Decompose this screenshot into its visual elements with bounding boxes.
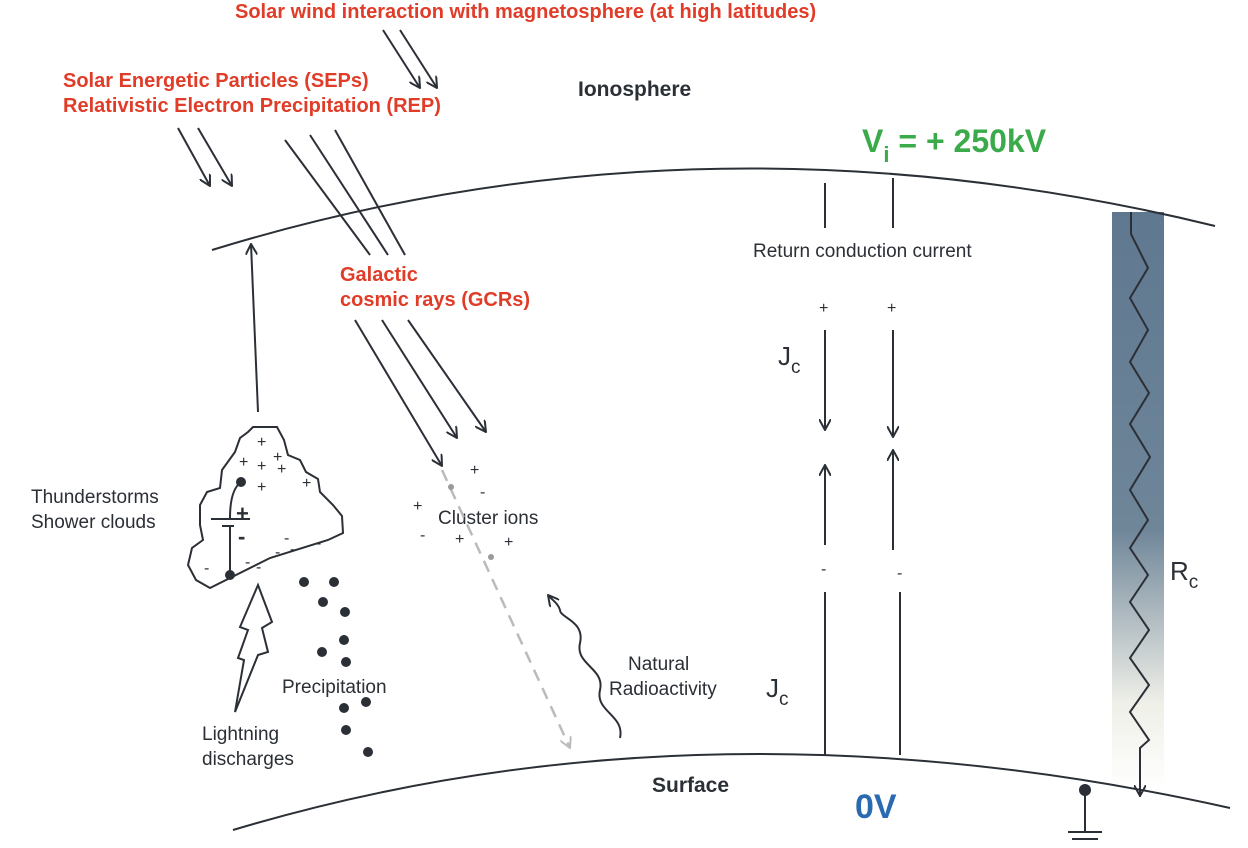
svg-text:-: - [290,541,295,558]
atmospheric-column [1112,212,1164,790]
ionosphere-voltage: Vi = + 250kV [862,123,1047,167]
thunderstorm-cloud [186,426,345,590]
cloud-battery-icon [211,481,250,575]
svg-text:-: - [275,544,280,561]
lightning-label: Lightning discharges [202,724,294,770]
precipitation-drops [299,577,373,757]
svg-text:+: + [819,300,828,317]
jc-lower-label: Jc [766,673,789,710]
svg-text:+: + [455,531,464,548]
thunderstorms-label: Thunderstorms Shower clouds [31,487,159,533]
svg-text:-: - [420,527,425,544]
solar-wind-arrow [399,29,437,88]
svg-text:+: + [887,300,896,317]
sep-arrow [177,127,210,186]
rc-label: Rc [1170,556,1198,593]
gcr-label: Galactic cosmic rays (GCRs) [340,264,530,311]
gcr-ray [284,139,371,256]
svg-text:+: + [257,434,266,451]
gcr-ionization-path [440,469,570,748]
gcr-ray [334,129,406,256]
resistor-icon [1128,212,1152,796]
svg-text:-: - [316,535,321,552]
sep-arrow [197,127,232,186]
sep-label: Solar Energetic Particles (SEPs) [63,70,369,92]
cluster-ion-signs: + - + - + + [413,462,513,551]
battery-terminal [225,570,235,580]
gcr-ray [309,134,389,256]
natural-radioactivity-label: Natural Radioactivity [609,654,717,700]
svg-text:-: - [897,565,902,582]
svg-text:+: + [257,458,266,475]
battery-terminal [236,477,246,487]
gcr-arrow [407,319,486,432]
svg-text:-: - [284,530,289,547]
jc-upper-label: Jc [778,341,801,378]
ion-dot [488,554,494,560]
return-conduction-current: + + - - [819,178,902,755]
svg-text:-: - [238,524,245,549]
ionosphere-boundary [211,167,1216,251]
svg-text:-: - [204,560,209,577]
svg-text:+: + [470,462,479,479]
svg-text:+: + [277,461,286,478]
svg-text:+: + [302,475,311,492]
svg-text:-: - [821,561,826,578]
svg-text:-: - [245,554,250,571]
rep-label: Relativistic Electron Precipitation (REP… [63,95,441,117]
gcr-arrow [354,319,442,466]
ionosphere-label: Ionosphere [578,78,691,101]
ion-dot [448,484,454,490]
svg-text:+: + [236,501,249,526]
solar-wind-label: Solar wind interaction with magnetospher… [235,1,816,23]
radioactivity-arrow [548,595,622,739]
svg-text:+: + [239,454,248,471]
cluster-ions-label: Cluster ions [438,508,538,529]
solar-wind-arrow [382,29,420,88]
surface-label: Surface [652,774,729,797]
surface-voltage: 0V [855,788,897,826]
svg-text:+: + [504,534,513,551]
ground-icon [1068,790,1102,840]
svg-text:-: - [256,559,261,576]
lightning-bolt-icon [234,582,274,713]
svg-text:+: + [273,449,282,466]
gcr-arrow [381,319,457,438]
thunderstorm-current-arrow [251,244,259,413]
svg-text:-: - [480,484,485,501]
precipitation-label: Precipitation [282,677,387,698]
cloud-charges: + + + + + + + - - - - - - - + - [204,434,321,577]
surface-boundary [232,753,1231,831]
svg-text:+: + [257,479,266,496]
return-current-label: Return conduction current [753,241,972,262]
svg-text:+: + [413,498,422,515]
